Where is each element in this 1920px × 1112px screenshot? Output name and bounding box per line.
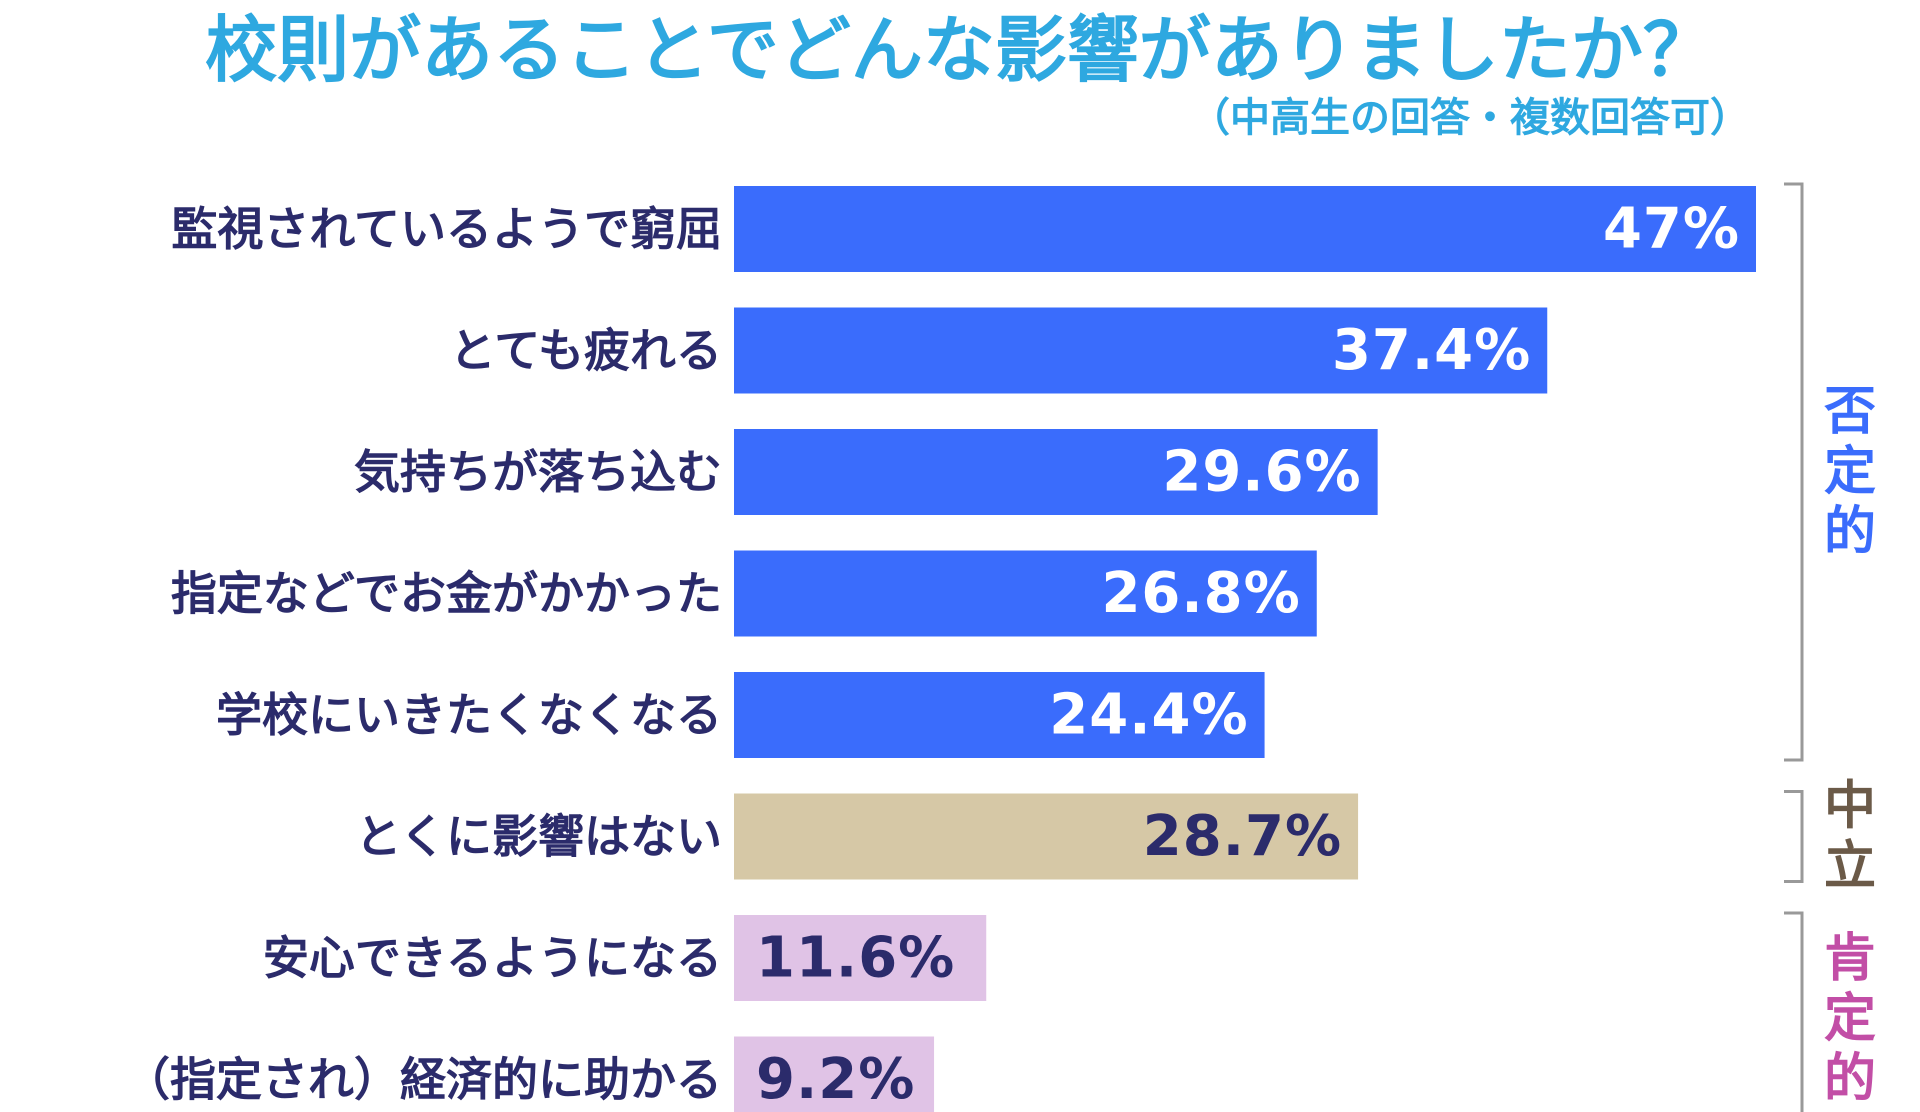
bar-negative-4 [734,672,1265,758]
bracket-neutral [1784,790,1804,883]
group-label-neutral: 中立 [1824,777,1876,897]
value-label: 9.2% [756,1047,915,1112]
group-label-negative: 否定的 [1824,382,1876,562]
category-label: 学校にいきたくなくなる [216,688,722,742]
category-label: 安心できるようになる [263,931,722,985]
value-label: 24.4% [1049,683,1248,748]
value-label: 37.4% [1332,318,1531,383]
value-label: 47% [1603,197,1740,262]
chart-title: 校則があることでどんな影響がありましたか？ [205,8,1715,92]
category-label: とくに影響はない [355,810,722,864]
value-label: 26.8% [1101,561,1300,626]
bar-positive-7 [734,1036,935,1112]
chart-subtitle: （中高生の回答・複数回答可） [1190,95,1750,141]
bar-negative-1 [734,307,1548,394]
bracket-positive [1784,911,1804,1112]
value-label: 28.7% [1143,804,1342,869]
value-label: 11.6% [756,926,955,991]
category-label: 気持ちが落ち込む [354,445,722,499]
value-label: 29.6% [1162,440,1361,505]
category-label: 指定などでお金がかかった [171,567,722,621]
bar-neutral-5 [734,793,1359,880]
bar-negative-2 [734,429,1378,515]
bar-negative-0 [734,186,1756,272]
category-label: とても疲れる [450,324,722,378]
category-label: 監視されているようで窮屈 [171,202,722,256]
bars-layer: 監視されているようで窮屈 47% とても疲れる 37.4% 気持ちが落ち込む 29.6% 指… [124,186,1756,1112]
bar-positive-6 [734,915,987,1001]
category-label: （指定され）経済的に助かる [124,1053,722,1107]
group-label-positive: 肯定的 [1824,929,1876,1109]
bar-negative-3 [734,550,1317,637]
bracket-negative [1784,182,1804,762]
